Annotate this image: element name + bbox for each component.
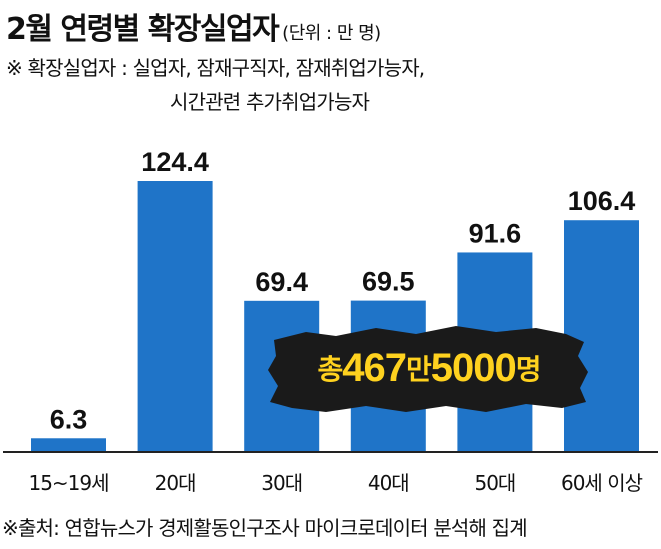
total-mid: 만 — [406, 354, 432, 385]
value-label-5: 91.6 — [469, 218, 522, 248]
category-label-6: 60세 이상 — [561, 471, 643, 495]
brush-stroke-background — [268, 326, 588, 412]
source-note: ※출처: 연합뉴스가 경제활동인구조사 마이크로데이터 분석해 집계 — [2, 516, 528, 540]
total-prefix: 총 — [317, 354, 343, 385]
value-label-6: 106.4 — [568, 186, 636, 216]
bar-2 — [137, 181, 213, 452]
bar-chart: 6.3 15~19세 124.4 20대 69.4 30대 69.5 40대 91.6 50대 10… — [3, 147, 658, 495]
value-label-2: 124.4 — [141, 147, 209, 177]
value-label-1: 6.3 — [50, 404, 88, 434]
category-label-2: 20대 — [155, 471, 196, 495]
total-stamp: 총 467 만 5000 명 — [266, 322, 592, 414]
total-label: 총 467 만 5000 명 — [266, 322, 592, 414]
category-label-5: 50대 — [474, 471, 515, 495]
total-number-1: 467 — [342, 345, 407, 390]
category-label-4: 40대 — [368, 471, 409, 495]
value-label-4: 69.5 — [362, 267, 415, 297]
definition-note-line-2: 시간관련 추가취업가능자 — [170, 90, 370, 114]
bar-6 — [564, 220, 639, 452]
definition-note-line-1: ※ 확장실업자 : 실업자, 잠재구직자, 잠재취업가능자, — [6, 56, 425, 80]
total-number-2: 5000 — [430, 345, 517, 390]
total-suffix: 명 — [515, 354, 542, 385]
category-label-1: 15~19세 — [28, 471, 108, 495]
chart-title-row: 2월 연령별 확장실업자 (단위 : 만 명) — [6, 4, 381, 48]
chart-title: 2월 연령별 확장실업자 — [6, 12, 280, 47]
unit-label: (단위 : 만 명) — [282, 23, 381, 44]
bar-1 — [31, 438, 106, 452]
value-label-3: 69.4 — [255, 267, 308, 297]
category-label-3: 30대 — [261, 471, 302, 495]
